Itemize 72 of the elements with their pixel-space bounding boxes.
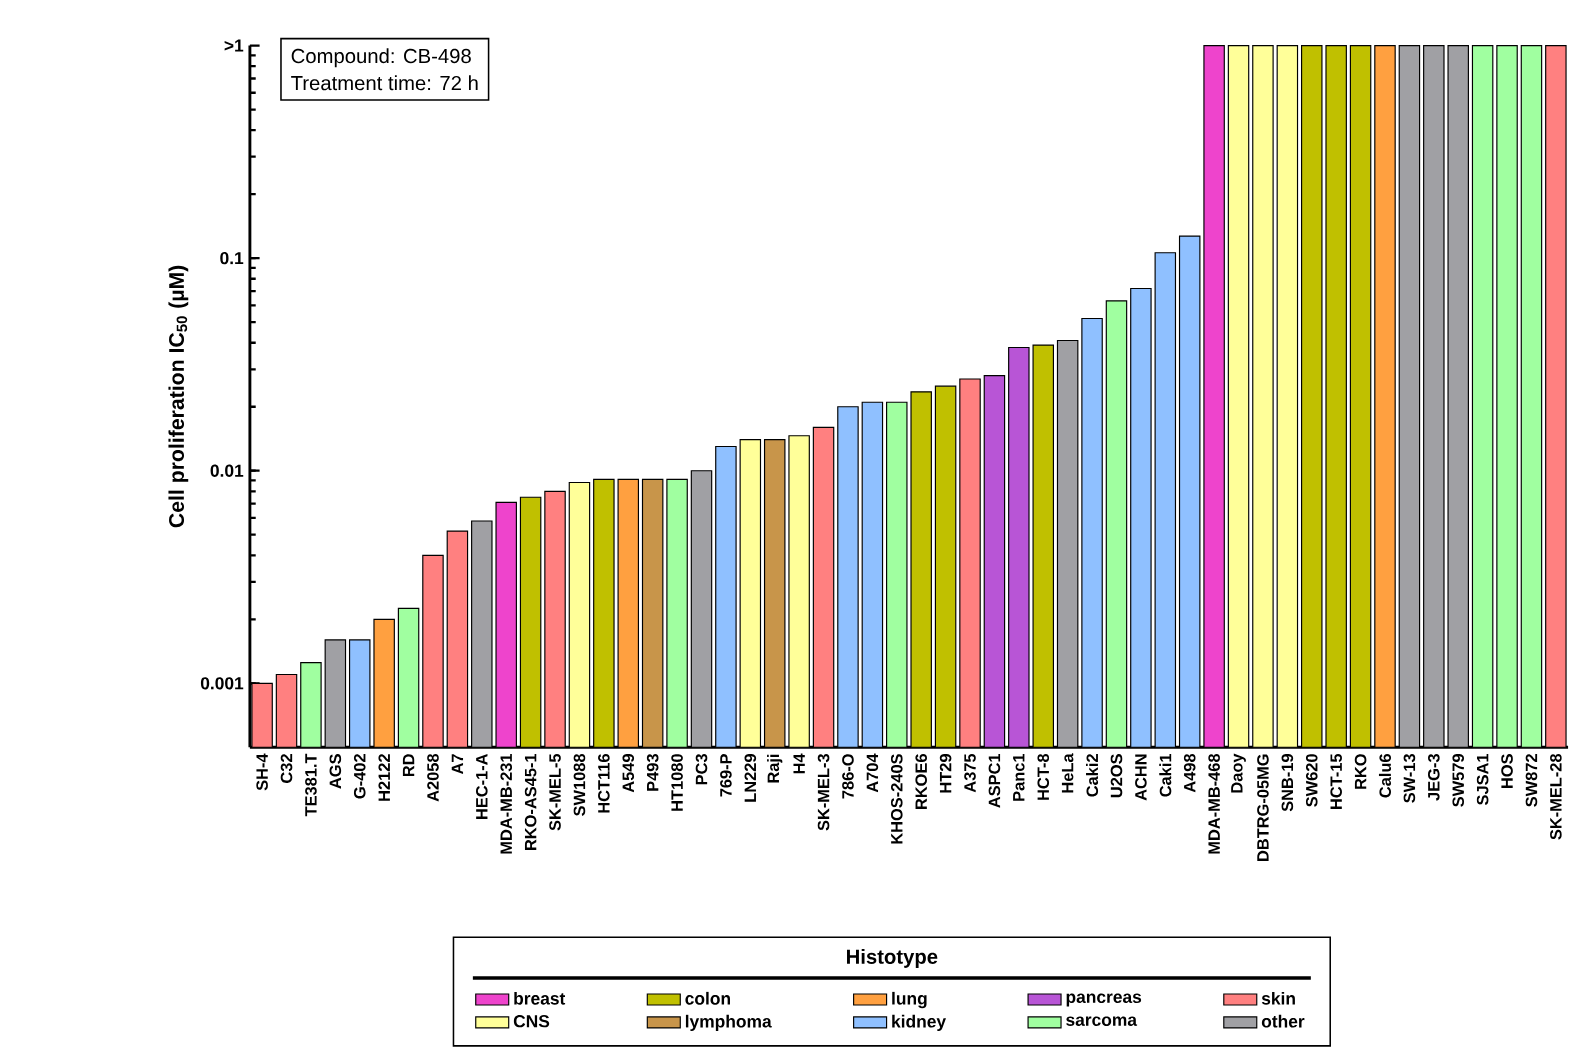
x-tick-label: SW-13: [1403, 753, 1416, 803]
x-tick-label: U2OS: [1110, 753, 1123, 798]
x-tick-label: A2058: [427, 753, 439, 802]
x-tick-label: A375: [964, 753, 976, 793]
legend-label: colon: [685, 991, 730, 1005]
x-tick-label: RD: [402, 753, 415, 776]
x-tick-label: SNB-19: [1281, 753, 1294, 812]
legend-label: kidney: [892, 1014, 946, 1031]
x-tick-label: HOS: [1501, 753, 1513, 788]
x-tick-label: Raji: [767, 754, 783, 783]
x-tick-label: MDA-MB-468: [1208, 753, 1220, 854]
x-tick-label: SK-MEL-3: [817, 753, 830, 831]
x-tick-label: A498: [1183, 753, 1196, 793]
legend-label: other: [1261, 1014, 1305, 1028]
x-tick-label: H4: [793, 753, 805, 774]
x-tick-label: Panc1: [1013, 753, 1025, 801]
x-tick-label: SW620: [1305, 754, 1318, 807]
x-tick-label: HEC-1-A: [476, 753, 488, 819]
legend-label: sarcoma: [1066, 1016, 1138, 1026]
x-tick-label: ASPC1: [988, 753, 1001, 808]
x-tick-label: Calu6: [1378, 753, 1392, 798]
legend-label: CNS: [513, 1014, 550, 1028]
x-tick-label: H2122: [378, 753, 390, 801]
x-tick-label: SK-MEL-28: [1550, 753, 1562, 840]
x-tick-label: AGS: [329, 753, 342, 789]
x-tick-label: P493: [646, 753, 659, 791]
x-tick-label: SW872: [1525, 753, 1538, 807]
x-tick-label: A549: [622, 753, 635, 793]
x-tick-label: SW579: [1452, 753, 1465, 807]
x-tick-label: SW1088: [573, 753, 586, 816]
x-tick-label: TE381.T: [305, 753, 317, 817]
x-tick-label: C32: [280, 753, 293, 783]
x-tick-label: PC3: [695, 753, 708, 785]
annotation: Compound: CB-498: [291, 48, 471, 68]
legend-label: lymphoma: [685, 1014, 772, 1031]
x-tick-label: Caki2: [1086, 753, 1099, 797]
y-tick-label: 0.01: [210, 464, 244, 477]
x-tick-label: JEG-3: [1428, 753, 1440, 801]
x-tick-label: A7: [451, 754, 464, 774]
x-tick-label: ACHN: [1135, 754, 1147, 801]
x-tick-label: HeLa: [1061, 753, 1074, 793]
x-tick-label: G-402: [353, 753, 366, 799]
x-tick-label: HCT116: [598, 753, 610, 813]
x-tick-label: MDA-MB-231: [500, 753, 513, 854]
x-tick-label: SJSA1: [1476, 753, 1489, 805]
x-tick-label: RKO: [1354, 754, 1367, 789]
x-tick-label: HCT-8: [1037, 753, 1050, 800]
x-tick-label: RKOE6: [915, 753, 927, 809]
x-tick-label: SH-4: [256, 753, 268, 791]
legend-label: pancreas: [1066, 993, 1142, 1007]
x-tick-label: 786-O: [842, 754, 854, 799]
x-tick-label: DBTRG-05MG: [1257, 754, 1269, 861]
x-tick-label: HCT-15: [1330, 753, 1342, 809]
x-tick-label: RKO-AS45-1: [524, 753, 537, 850]
x-tick-label: KHOS-240S: [890, 753, 903, 844]
x-tick-label: HT1080: [671, 754, 683, 811]
legend-label: lung: [892, 991, 927, 1009]
x-tick-label: LN229: [744, 753, 757, 802]
x-tick-label: SK-MEL-5: [549, 753, 561, 831]
x-tick-label: 769-P: [720, 753, 732, 797]
x-tick-label: Caki1: [1159, 753, 1172, 797]
y-axis-title: Cell proliferation IC$_{50}$ (µM): [168, 265, 189, 528]
y-tick-label: >1: [224, 39, 244, 52]
legend-label: skin: [1261, 991, 1295, 1005]
y-tick-label: 0.1: [220, 251, 244, 265]
x-tick-label: A704: [866, 753, 879, 793]
legend-label: breast: [514, 991, 566, 1005]
y-tick-label: 0.001: [200, 676, 244, 690]
x-tick-label: HT29: [939, 753, 952, 793]
x-tick-label: Daoy: [1231, 753, 1246, 793]
legend-title: Histotype: [847, 948, 938, 968]
annotation: Treatment time: 72 h: [291, 75, 478, 91]
